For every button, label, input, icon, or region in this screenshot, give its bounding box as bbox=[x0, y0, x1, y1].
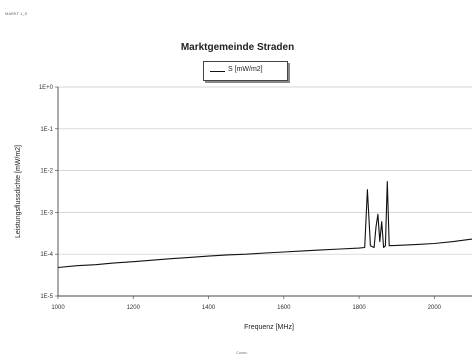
axes bbox=[55, 86, 472, 299]
y-tick-label: 1E-5 bbox=[40, 294, 53, 300]
y-tick-label: 1E-1 bbox=[40, 127, 53, 133]
y-tick-label: 1E+0 bbox=[39, 85, 54, 91]
corner-label: MARKT 1_S bbox=[5, 11, 28, 16]
y-axis-title: Leistungsflussdichte [mW/m2] bbox=[15, 145, 22, 238]
x-tick-label: 1200 bbox=[127, 305, 141, 311]
y-tick-label: 1E-2 bbox=[40, 169, 53, 175]
x-tick-label: 1400 bbox=[202, 305, 216, 311]
legend-series-label: S [mW/m2] bbox=[228, 66, 263, 73]
footer-label: Cosec bbox=[236, 350, 248, 355]
grid-lines bbox=[58, 86, 472, 297]
chart-legend: S [mW/m2] bbox=[203, 61, 288, 81]
y-tick-label: 1E-3 bbox=[40, 210, 53, 216]
series-layer bbox=[57, 180, 473, 269]
x-axis-title: Frequenz [MHz] bbox=[244, 324, 294, 331]
series-line bbox=[57, 180, 473, 269]
chart-title: Marktgemeinde Straden bbox=[180, 42, 295, 53]
axis-labels: 1E+0 1E-1 1E-2 1E-3 1E-4 1E-5 1000 1200 1400 1600… bbox=[15, 85, 442, 331]
x-tick-label: 1800 bbox=[352, 305, 366, 311]
x-tick-label: 2000 bbox=[428, 305, 442, 311]
legend-line-swatch bbox=[210, 71, 225, 72]
x-tick-label: 1000 bbox=[51, 305, 65, 311]
x-tick-label: 1600 bbox=[277, 305, 291, 311]
y-tick-label: 1E-4 bbox=[40, 252, 53, 258]
